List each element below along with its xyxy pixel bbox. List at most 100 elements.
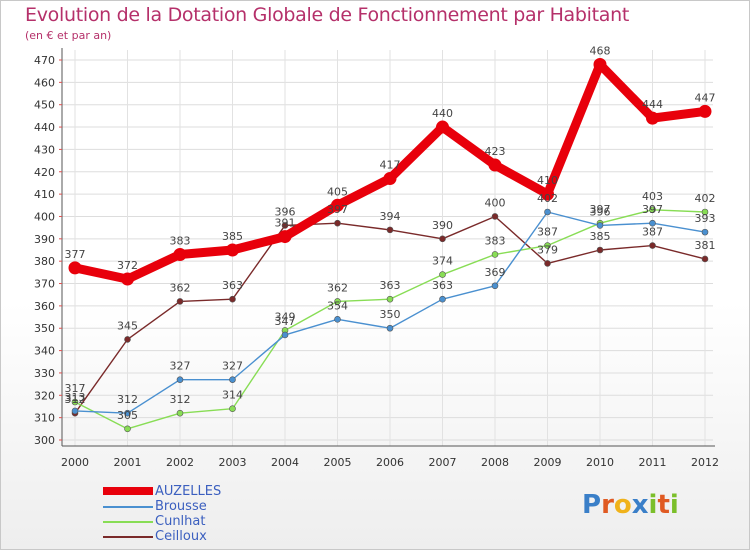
data-label-auzelles: 423 <box>485 145 506 158</box>
data-point-brousse <box>544 208 551 216</box>
data-point-auzelles <box>173 247 187 261</box>
logo-letter: i <box>669 490 679 520</box>
data-label-cunlhat: 362 <box>327 281 348 294</box>
legend-swatch-cunlhat <box>103 521 153 523</box>
data-label-brousse: 397 <box>642 203 663 216</box>
x-tick-label: 2006 <box>376 456 404 469</box>
data-point-brousse <box>386 324 394 332</box>
data-label-cunlhat: 402 <box>695 192 716 205</box>
data-label-auzelles: 410 <box>537 174 558 187</box>
y-tick-label: 440 <box>34 121 55 134</box>
data-point-cunlhat <box>71 398 79 406</box>
data-point-auzelles <box>541 187 554 201</box>
data-point-cunlhat <box>334 298 341 305</box>
data-label-brousse: 363 <box>432 279 453 292</box>
x-tick-label: 2004 <box>271 456 299 469</box>
data-label-cunlhat: 363 <box>380 279 401 292</box>
y-tick-label: 470 <box>34 54 55 67</box>
data-point-ceilloux <box>596 246 604 254</box>
data-point-brousse <box>701 228 709 236</box>
data-label-ceilloux: 400 <box>485 196 506 209</box>
data-point-cunlhat <box>439 271 446 278</box>
legend-swatch-auzelles <box>103 487 153 495</box>
y-tick-label: 370 <box>34 278 55 291</box>
data-point-ceilloux <box>544 260 551 267</box>
data-label-ceilloux: 390 <box>432 219 453 232</box>
data-point-ceilloux <box>491 213 499 220</box>
data-label-cunlhat: 317 <box>65 382 86 395</box>
data-label-cunlhat: 397 <box>590 203 611 216</box>
legend-swatch-ceilloux <box>103 536 153 538</box>
y-tick-label: 360 <box>34 300 55 313</box>
data-point-brousse <box>649 219 656 227</box>
x-tick-label: 2001 <box>114 456 142 469</box>
y-tick-label: 330 <box>34 367 55 380</box>
data-label-ceilloux: 381 <box>695 239 716 252</box>
x-tick-label: 2000 <box>61 456 89 469</box>
data-point-auzelles <box>698 104 712 118</box>
y-tick-label: 390 <box>34 233 55 246</box>
data-point-brousse <box>491 282 499 290</box>
data-label-cunlhat: 374 <box>432 255 453 268</box>
data-label-brousse: 354 <box>327 299 348 312</box>
y-tick-label: 350 <box>34 322 55 335</box>
data-point-auzelles <box>68 261 82 275</box>
data-point-brousse <box>229 376 236 383</box>
data-label-auzelles: 391 <box>275 217 296 230</box>
chart-subtitle: (en € et par an) <box>25 29 112 42</box>
logo-letter: o <box>613 490 632 520</box>
data-point-ceilloux <box>649 242 656 249</box>
logo-letter: r <box>601 490 614 520</box>
data-label-brousse: 350 <box>380 308 401 321</box>
data-label-auzelles: 377 <box>65 248 86 261</box>
data-label-cunlhat: 387 <box>537 226 558 239</box>
logo-letter: i <box>648 490 658 520</box>
data-label-ceilloux: 387 <box>642 226 663 239</box>
data-label-auzelles: 417 <box>380 158 401 171</box>
data-point-brousse <box>439 295 446 303</box>
data-point-brousse <box>124 409 131 417</box>
chart-title: Evolution de la Dotation Globale de Fonc… <box>25 4 630 26</box>
data-label-brousse: 327 <box>222 360 243 373</box>
legend-label-cunlhat: Cunlhat <box>155 514 206 529</box>
data-label-brousse: 396 <box>590 205 611 218</box>
y-tick-label: 420 <box>34 166 55 179</box>
data-point-ceilloux <box>176 298 184 305</box>
data-point-brousse <box>71 407 79 415</box>
data-point-auzelles <box>331 198 344 212</box>
y-tick-label: 310 <box>34 412 55 425</box>
x-tick-label: 2007 <box>429 456 457 469</box>
x-tick-label: 2005 <box>324 456 352 469</box>
x-tick-label: 2002 <box>166 456 194 469</box>
data-label-ceilloux: 385 <box>590 230 611 243</box>
data-point-ceilloux <box>701 255 709 263</box>
series-group <box>68 57 712 433</box>
data-point-cunlhat <box>229 405 236 413</box>
data-label-ceilloux: 345 <box>117 319 138 332</box>
x-tick-label: 2012 <box>691 456 719 469</box>
data-label-cunlhat: 314 <box>222 389 243 402</box>
data-label-auzelles: 405 <box>327 185 348 198</box>
data-label-brousse: 347 <box>275 315 296 328</box>
data-point-ceilloux <box>229 295 236 303</box>
x-tick-label: 2003 <box>219 456 247 469</box>
data-label-ceilloux: 362 <box>170 281 191 294</box>
data-label-cunlhat: 312 <box>170 393 191 406</box>
data-label-ceilloux: 379 <box>537 243 558 256</box>
data-point-auzelles <box>488 158 502 172</box>
data-point-brousse <box>176 376 184 383</box>
data-point-brousse <box>281 331 289 339</box>
data-point-auzelles <box>593 57 607 71</box>
data-point-brousse <box>596 222 604 229</box>
y-tick-label: 400 <box>34 210 55 223</box>
data-point-cunlhat <box>649 206 656 214</box>
legend-label-ceilloux: Ceilloux <box>155 529 207 544</box>
data-point-cunlhat <box>701 208 709 216</box>
data-point-cunlhat <box>386 295 394 303</box>
y-tick-label: 460 <box>34 76 55 89</box>
data-point-cunlhat <box>544 242 551 249</box>
legend-label-brousse: Brousse <box>155 499 207 514</box>
x-tick-label: 2011 <box>639 456 667 469</box>
data-label-brousse: 369 <box>485 266 506 279</box>
